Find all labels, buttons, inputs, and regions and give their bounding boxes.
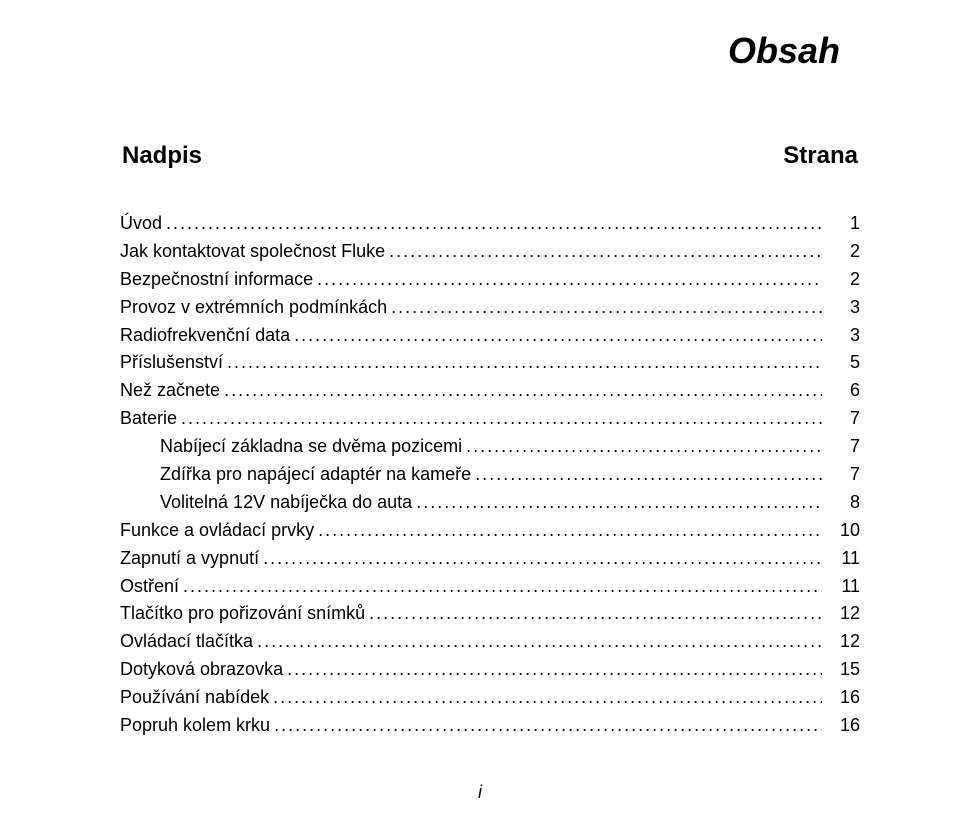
toc-entry-label: Radiofrekvenční data — [120, 322, 290, 350]
toc-entry-page: 3 — [826, 322, 860, 350]
toc-entry-label: Provoz v extrémních podmínkách — [120, 294, 387, 322]
toc-row: Používání nabídek 16 — [120, 684, 860, 712]
toc-row: Příslušenství 5 — [120, 349, 860, 377]
toc-row: Tlačítko pro pořizování snímků 12 — [120, 600, 860, 628]
toc-leader-dots — [391, 294, 822, 322]
toc-row: Jak kontaktovat společnost Fluke 2 — [120, 238, 860, 266]
toc-entry-page: 12 — [826, 600, 860, 628]
toc-entry-page: 2 — [826, 266, 860, 294]
toc-entry-label: Bezpečnostní informace — [120, 266, 313, 294]
toc-list: Úvod1Jak kontaktovat společnost Fluke2Be… — [120, 210, 860, 740]
toc-leader-dots — [273, 684, 822, 712]
toc-row: Popruh kolem krku 16 — [120, 712, 860, 740]
toc-entry-page: 12 — [826, 628, 860, 656]
toc-leader-dots — [475, 461, 822, 489]
toc-header: Nadpis Strana — [120, 142, 860, 170]
page-number-footer: i — [0, 782, 960, 803]
toc-row: Volitelná 12V nabíječka do auta 8 — [120, 489, 860, 517]
toc-leader-dots — [166, 210, 822, 238]
toc-entry-page: 8 — [826, 489, 860, 517]
header-left: Nadpis — [122, 142, 202, 170]
toc-entry-page: 16 — [826, 684, 860, 712]
toc-row: Ostření 11 — [120, 573, 860, 601]
toc-leader-dots — [227, 349, 822, 377]
toc-entry-page: 15 — [826, 656, 860, 684]
toc-row: Radiofrekvenční data 3 — [120, 322, 860, 350]
toc-entry-page: 1 — [826, 210, 860, 238]
toc-entry-label: Popruh kolem krku — [120, 712, 270, 740]
toc-row: Nabíjecí základna se dvěma pozicemi 7 — [120, 433, 860, 461]
toc-entry-label: Funkce a ovládací prvky — [120, 517, 314, 545]
toc-leader-dots — [224, 377, 822, 405]
toc-row: Zdířka pro napájecí adaptér na kameře 7 — [120, 461, 860, 489]
toc-entry-label: Volitelná 12V nabíječka do auta — [160, 489, 412, 517]
toc-leader-dots — [318, 517, 822, 545]
toc-leader-dots — [287, 656, 822, 684]
toc-entry-label: Zapnutí a vypnutí — [120, 545, 259, 573]
toc-row: Bezpečnostní informace 2 — [120, 266, 860, 294]
toc-entry-label: Tlačítko pro pořizování snímků — [120, 600, 365, 628]
toc-entry-page: 2 — [826, 238, 860, 266]
toc-entry-page: 7 — [826, 461, 860, 489]
toc-entry-page: 5 — [826, 349, 860, 377]
toc-entry-label: Ostření — [120, 573, 179, 601]
toc-row: Než začnete 6 — [120, 377, 860, 405]
toc-entry-label: Dotyková obrazovka — [120, 656, 283, 684]
toc-row: Baterie 7 — [120, 405, 860, 433]
toc-leader-dots — [263, 545, 822, 573]
toc-leader-dots — [389, 238, 822, 266]
toc-entry-page: 7 — [826, 433, 860, 461]
page-title: Obsah — [120, 30, 840, 72]
toc-entry-page: 11 — [826, 545, 860, 573]
toc-entry-label: Jak kontaktovat společnost Fluke — [120, 238, 385, 266]
toc-leader-dots — [181, 405, 822, 433]
toc-leader-dots — [369, 600, 822, 628]
toc-entry-label: Ovládací tlačítka — [120, 628, 253, 656]
toc-entry-label: Používání nabídek — [120, 684, 269, 712]
toc-entry-page: 16 — [826, 712, 860, 740]
toc-leader-dots — [294, 322, 822, 350]
toc-row: Ovládací tlačítka 12 — [120, 628, 860, 656]
toc-entry-label: Příslušenství — [120, 349, 223, 377]
toc-leader-dots — [416, 489, 822, 517]
toc-row: Provoz v extrémních podmínkách 3 — [120, 294, 860, 322]
toc-entry-page: 10 — [826, 517, 860, 545]
page-container: Obsah Nadpis Strana Úvod1Jak kontaktovat… — [0, 0, 960, 833]
toc-entry-page: 3 — [826, 294, 860, 322]
toc-entry-label: Baterie — [120, 405, 177, 433]
toc-leader-dots — [257, 628, 822, 656]
toc-row: Funkce a ovládací prvky 10 — [120, 517, 860, 545]
toc-leader-dots — [183, 573, 822, 601]
toc-entry-label: Zdířka pro napájecí adaptér na kameře — [160, 461, 471, 489]
header-right: Strana — [783, 142, 858, 170]
toc-row: Dotyková obrazovka 15 — [120, 656, 860, 684]
toc-row: Úvod 1 — [120, 210, 860, 238]
toc-entry-label: Nabíjecí základna se dvěma pozicemi — [160, 433, 462, 461]
toc-leader-dots — [466, 433, 822, 461]
toc-entry-page: 6 — [826, 377, 860, 405]
toc-entry-page: 11 — [826, 573, 860, 601]
toc-entry-label: Úvod — [120, 210, 162, 238]
toc-row: Zapnutí a vypnutí 11 — [120, 545, 860, 573]
toc-entry-label: Než začnete — [120, 377, 220, 405]
toc-leader-dots — [317, 266, 822, 294]
toc-entry-page: 7 — [826, 405, 860, 433]
toc-leader-dots — [274, 712, 822, 740]
